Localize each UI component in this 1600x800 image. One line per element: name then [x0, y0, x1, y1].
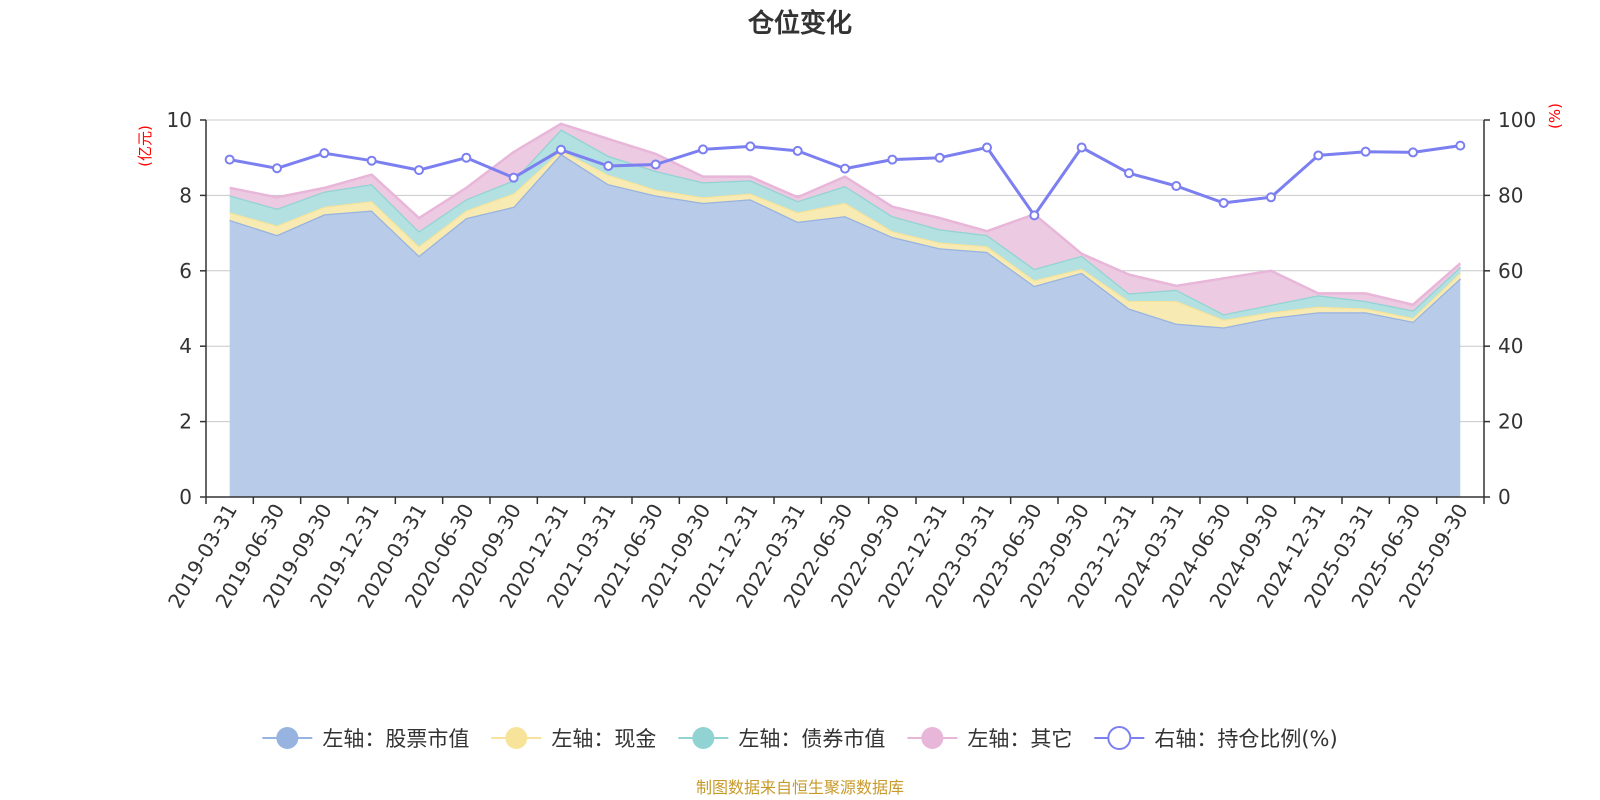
ratio-point-20 [1171, 180, 1182, 191]
ratio-point-11 [745, 141, 756, 152]
ratio-point-0 [224, 154, 235, 165]
legend-symbol-2 [692, 727, 715, 749]
left-tick-label-0: 0 [179, 485, 192, 509]
area-series-1 [229, 150, 1461, 328]
ratio-point-24 [1360, 146, 1371, 157]
area-series-2 [229, 129, 1461, 320]
ratio-point-2 [319, 148, 330, 159]
ratio-point-7 [556, 144, 566, 155]
legend-label-3: 左轴：其它 [967, 727, 1072, 751]
legend-label-2: 左轴：债券市值 [738, 727, 885, 751]
right-axis-unit: (%) [1546, 103, 1564, 129]
right-tick-label-4: 80 [1498, 183, 1523, 207]
holding-ratio-line [224, 140, 1466, 221]
left-axis-unit: (亿元) [136, 125, 154, 167]
right-tick-label-2: 40 [1498, 334, 1523, 358]
legend: 左轴：股票市值 左轴：现金 左轴：债券市值 左轴：其它 右轴：持仓比例(%) [262, 726, 1338, 751]
ratio-point-18 [1076, 142, 1087, 153]
ratio-point-8 [603, 160, 614, 171]
ratio-point-9 [650, 159, 661, 170]
ratio-point-10 [698, 144, 708, 155]
legend-symbol-3 [921, 727, 944, 749]
ratio-point-19 [1124, 168, 1134, 179]
legend-label-4: 右轴：持仓比例(%) [1154, 727, 1337, 751]
left-tick-label-4: 8 [179, 183, 192, 207]
ratio-point-12 [792, 145, 803, 156]
data-source-note: 制图数据来自恒生聚源数据库 [696, 778, 904, 797]
area-series-0 [229, 153, 1461, 497]
ratio-point-17 [1029, 210, 1040, 221]
ratio-point-5 [461, 152, 472, 163]
ratio-point-14 [887, 154, 898, 165]
ratio-point-21 [1218, 197, 1229, 208]
legend-label-0: 左轴：股票市值 [322, 727, 469, 751]
ratio-point-4 [414, 165, 424, 176]
ratio-point-6 [508, 172, 519, 183]
right-tick-label-3: 60 [1498, 259, 1523, 283]
ratio-point-13 [840, 163, 850, 174]
legend-symbol-0 [276, 727, 299, 749]
ratio-point-22 [1266, 192, 1276, 203]
left-tick-label-3: 6 [179, 259, 192, 283]
ratio-point-26 [1455, 140, 1466, 151]
ratio-point-3 [366, 155, 377, 166]
legend-symbol-4 [1107, 726, 1132, 750]
right-tick-label-1: 20 [1498, 410, 1523, 434]
legend-label-1: 左轴：现金 [551, 727, 656, 751]
right-tick-label-0: 0 [1498, 485, 1511, 509]
ratio-point-15 [934, 152, 945, 163]
stacked-areas [229, 122, 1462, 497]
ratio-point-16 [982, 142, 992, 153]
right-tick-label-5: 100 [1498, 108, 1536, 132]
legend-symbol-1 [505, 727, 528, 749]
left-tick-label-1: 2 [179, 410, 192, 434]
left-tick-label-2: 4 [179, 334, 192, 358]
area-series-3 [229, 123, 1461, 315]
area-edge-series-3 [229, 122, 1462, 307]
ratio-point-1 [272, 163, 282, 174]
ratio-point-23 [1313, 150, 1324, 161]
chart-title: 仓位变化 [747, 8, 852, 39]
left-tick-label-5: 10 [167, 108, 192, 132]
ratio-point-25 [1408, 147, 1418, 158]
